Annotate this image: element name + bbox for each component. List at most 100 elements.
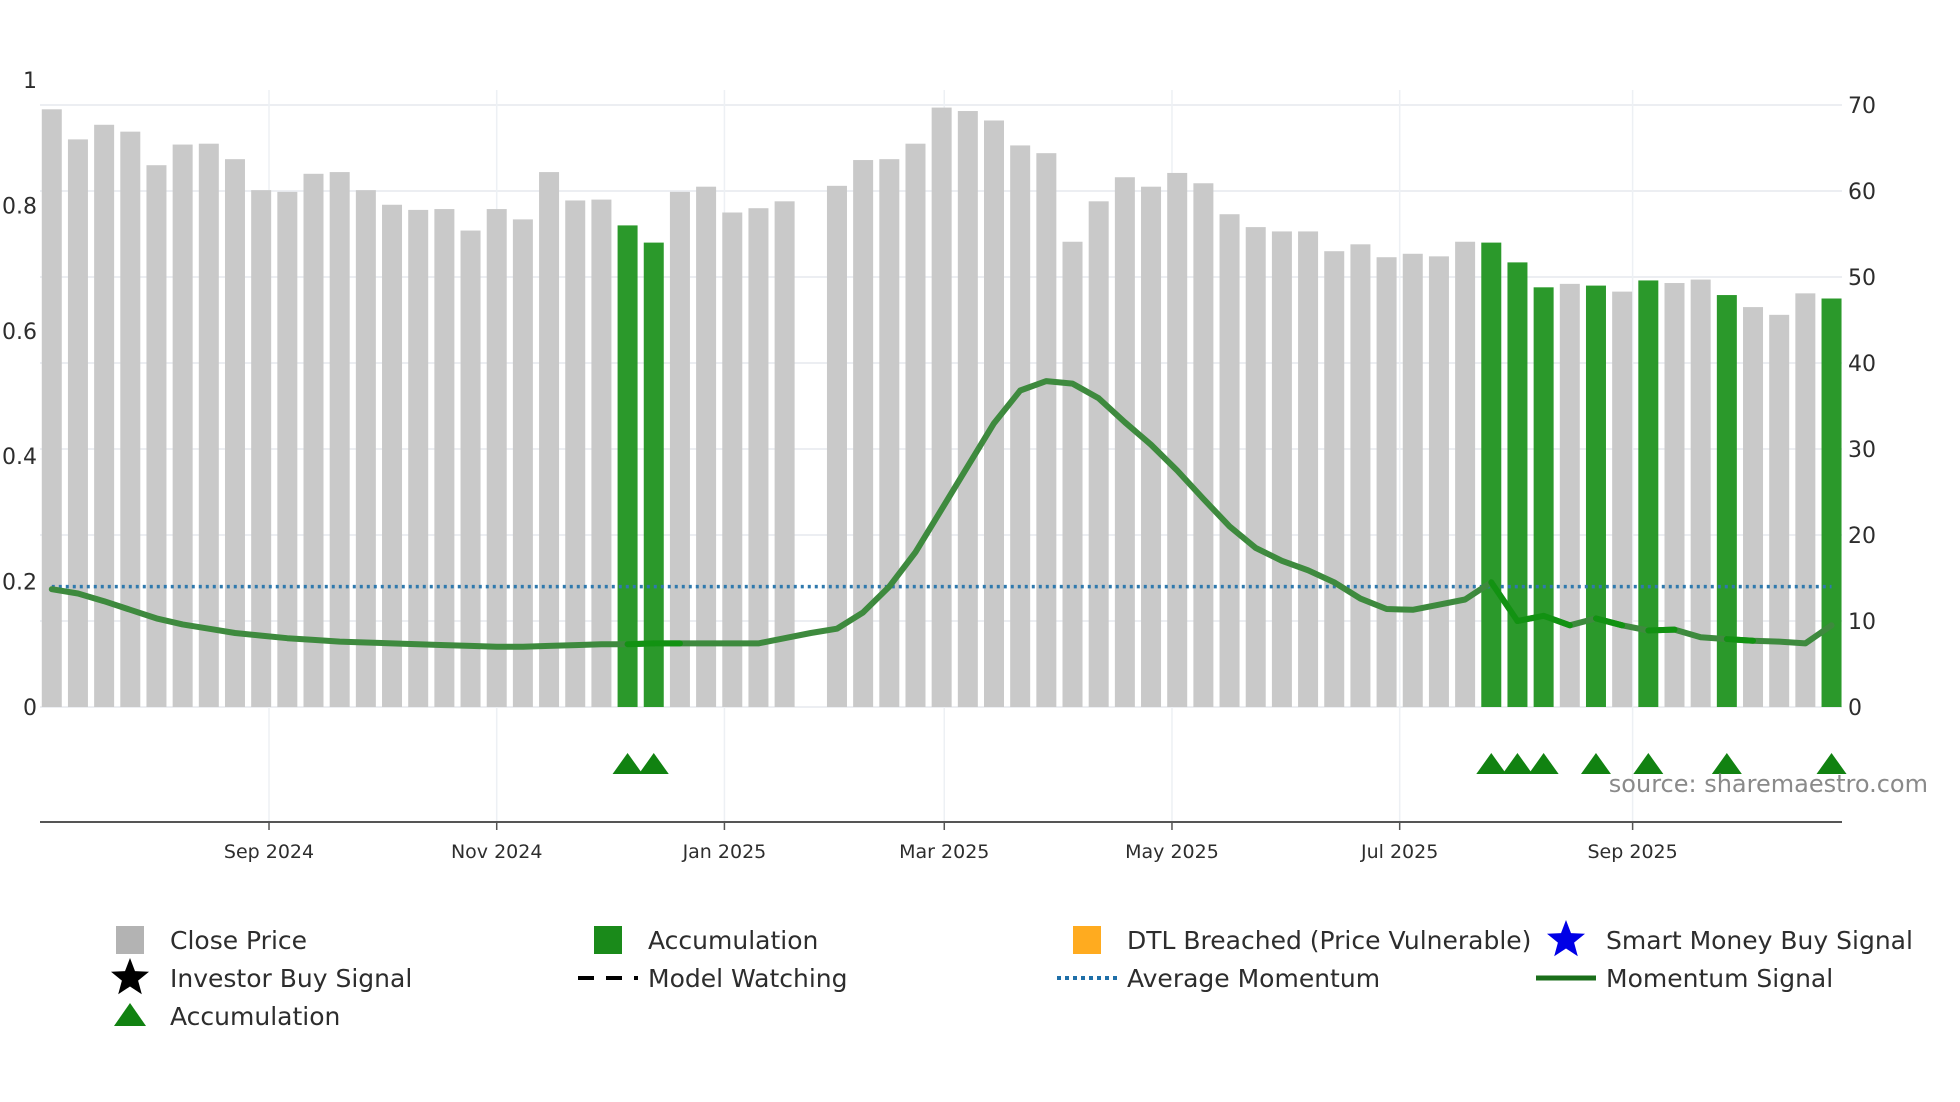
close-price-bar <box>486 209 507 707</box>
momentum-signal-segment <box>1514 612 1547 624</box>
close-price-bar <box>1219 214 1240 707</box>
close-price-bars <box>41 107 1842 708</box>
accumulation-bar <box>1716 295 1737 707</box>
accumulation-marker <box>1502 753 1533 774</box>
close-price-bar <box>1324 251 1345 707</box>
momentum-signal-segment <box>1592 615 1626 629</box>
legend-label: Accumulation <box>170 1002 340 1031</box>
close-price-bar <box>146 165 167 707</box>
x-tick-label: Nov 2024 <box>451 841 542 863</box>
accumulation-bar <box>1821 298 1842 707</box>
close-price-bar <box>67 139 88 707</box>
momentum-signal-line <box>48 378 1835 650</box>
close-price-bar <box>1795 293 1816 707</box>
close-price-bar <box>1402 253 1423 707</box>
close-price-bar <box>1743 307 1764 707</box>
close-price-bar <box>879 159 900 707</box>
legend-item: Accumulation <box>594 926 818 955</box>
close-price-bar <box>1769 314 1790 707</box>
source-label: source: sharemaestro.com <box>1609 770 1928 798</box>
accumulation-bar <box>1507 262 1528 707</box>
close-price-bar <box>224 159 245 707</box>
legend-label: Investor Buy Signal <box>170 964 412 993</box>
x-tick-label: Mar 2025 <box>899 841 989 863</box>
close-price-bar <box>1088 201 1109 707</box>
right-tick-label: 40 <box>1848 352 1876 377</box>
momentum-signal-segment <box>624 640 657 648</box>
close-price-bar <box>826 185 847 708</box>
star-icon <box>111 958 149 995</box>
left-axis: 0 0.2 0.4 0.6 0.8 1 <box>2 69 37 721</box>
left-tick-label: 1 <box>23 69 37 94</box>
legend-item: Average Momentum <box>1057 964 1380 993</box>
legend-swatch <box>116 926 144 954</box>
close-price-bar <box>1036 153 1057 707</box>
close-price-bar <box>512 219 533 707</box>
momentum-signal-segment <box>1540 612 1573 629</box>
right-tick-label: 70 <box>1848 94 1876 119</box>
close-price-bar <box>774 201 795 707</box>
accumulation-marker <box>1816 753 1847 774</box>
close-price-bar <box>722 212 743 707</box>
accumulation-bar <box>1638 280 1659 707</box>
close-price-bar <box>984 120 1004 708</box>
accumulation-bar <box>617 225 638 707</box>
legend-swatch <box>1073 926 1101 954</box>
close-price-bar <box>1062 241 1083 708</box>
close-price-bar <box>382 204 403 707</box>
left-tick-label: 0.6 <box>2 320 37 345</box>
x-tick-label: Jan 2025 <box>682 841 767 863</box>
left-tick-label: 0.2 <box>2 571 37 596</box>
close-price-bar <box>1690 279 1711 707</box>
close-price-bar <box>1455 241 1476 708</box>
close-price-bar <box>1271 231 1292 708</box>
left-tick-label: 0.8 <box>2 194 37 219</box>
legend-swatch <box>594 926 622 954</box>
legend: Close Price Accumulation DTL Breached (Pri… <box>111 920 1913 1031</box>
close-price-bar <box>591 199 612 707</box>
triangle-icon <box>114 1003 146 1026</box>
right-tick-label: 20 <box>1848 524 1876 549</box>
close-price-bar <box>565 200 586 707</box>
right-axis: 0 10 20 30 40 50 60 70 <box>1848 94 1876 721</box>
close-price-bar <box>1167 172 1188 707</box>
close-price-bar <box>905 143 926 707</box>
legend-label: Smart Money Buy Signal <box>1606 926 1913 955</box>
close-price-bar <box>1612 291 1633 707</box>
close-price-bar <box>434 209 455 707</box>
legend-label: Accumulation <box>648 926 818 955</box>
close-price-bar <box>1376 257 1397 707</box>
legend-item: Investor Buy Signal <box>111 958 412 995</box>
close-price-bar <box>1193 183 1214 707</box>
legend-item: DTL Breached (Price Vulnerable) <box>1073 926 1531 955</box>
close-price-bar <box>669 191 690 708</box>
close-price-bar <box>1559 283 1580 707</box>
accumulation-marker <box>1580 753 1611 774</box>
x-tick-label: Sep 2024 <box>224 841 314 863</box>
legend-label: Model Watching <box>648 964 848 993</box>
close-price-bar <box>931 107 952 707</box>
close-price-bar <box>329 172 350 707</box>
close-price-bar <box>198 143 219 707</box>
star-icon <box>1547 920 1585 957</box>
legend-item: Model Watching <box>578 964 848 993</box>
close-price-bar <box>408 209 429 708</box>
left-tick-label: 0.4 <box>2 445 37 470</box>
momentum-signal-segment <box>1488 579 1521 624</box>
close-price-bar <box>748 208 769 707</box>
accumulation-bar <box>643 242 664 707</box>
accumulation-marker <box>612 753 643 774</box>
right-tick-label: 50 <box>1848 266 1876 291</box>
accumulation-markers <box>612 753 1847 774</box>
close-price-bar <box>94 124 115 707</box>
accumulation-marker <box>1711 753 1742 774</box>
close-price-bar <box>853 160 874 708</box>
momentum-signal-segment <box>1723 636 1757 644</box>
close-price-bar <box>1350 244 1371 707</box>
legend-label: Momentum Signal <box>1606 964 1833 993</box>
accumulation-bar <box>1533 287 1554 707</box>
right-tick-label: 10 <box>1848 610 1876 635</box>
momentum-signal-segment <box>1645 626 1678 634</box>
close-price-bar <box>251 190 272 707</box>
